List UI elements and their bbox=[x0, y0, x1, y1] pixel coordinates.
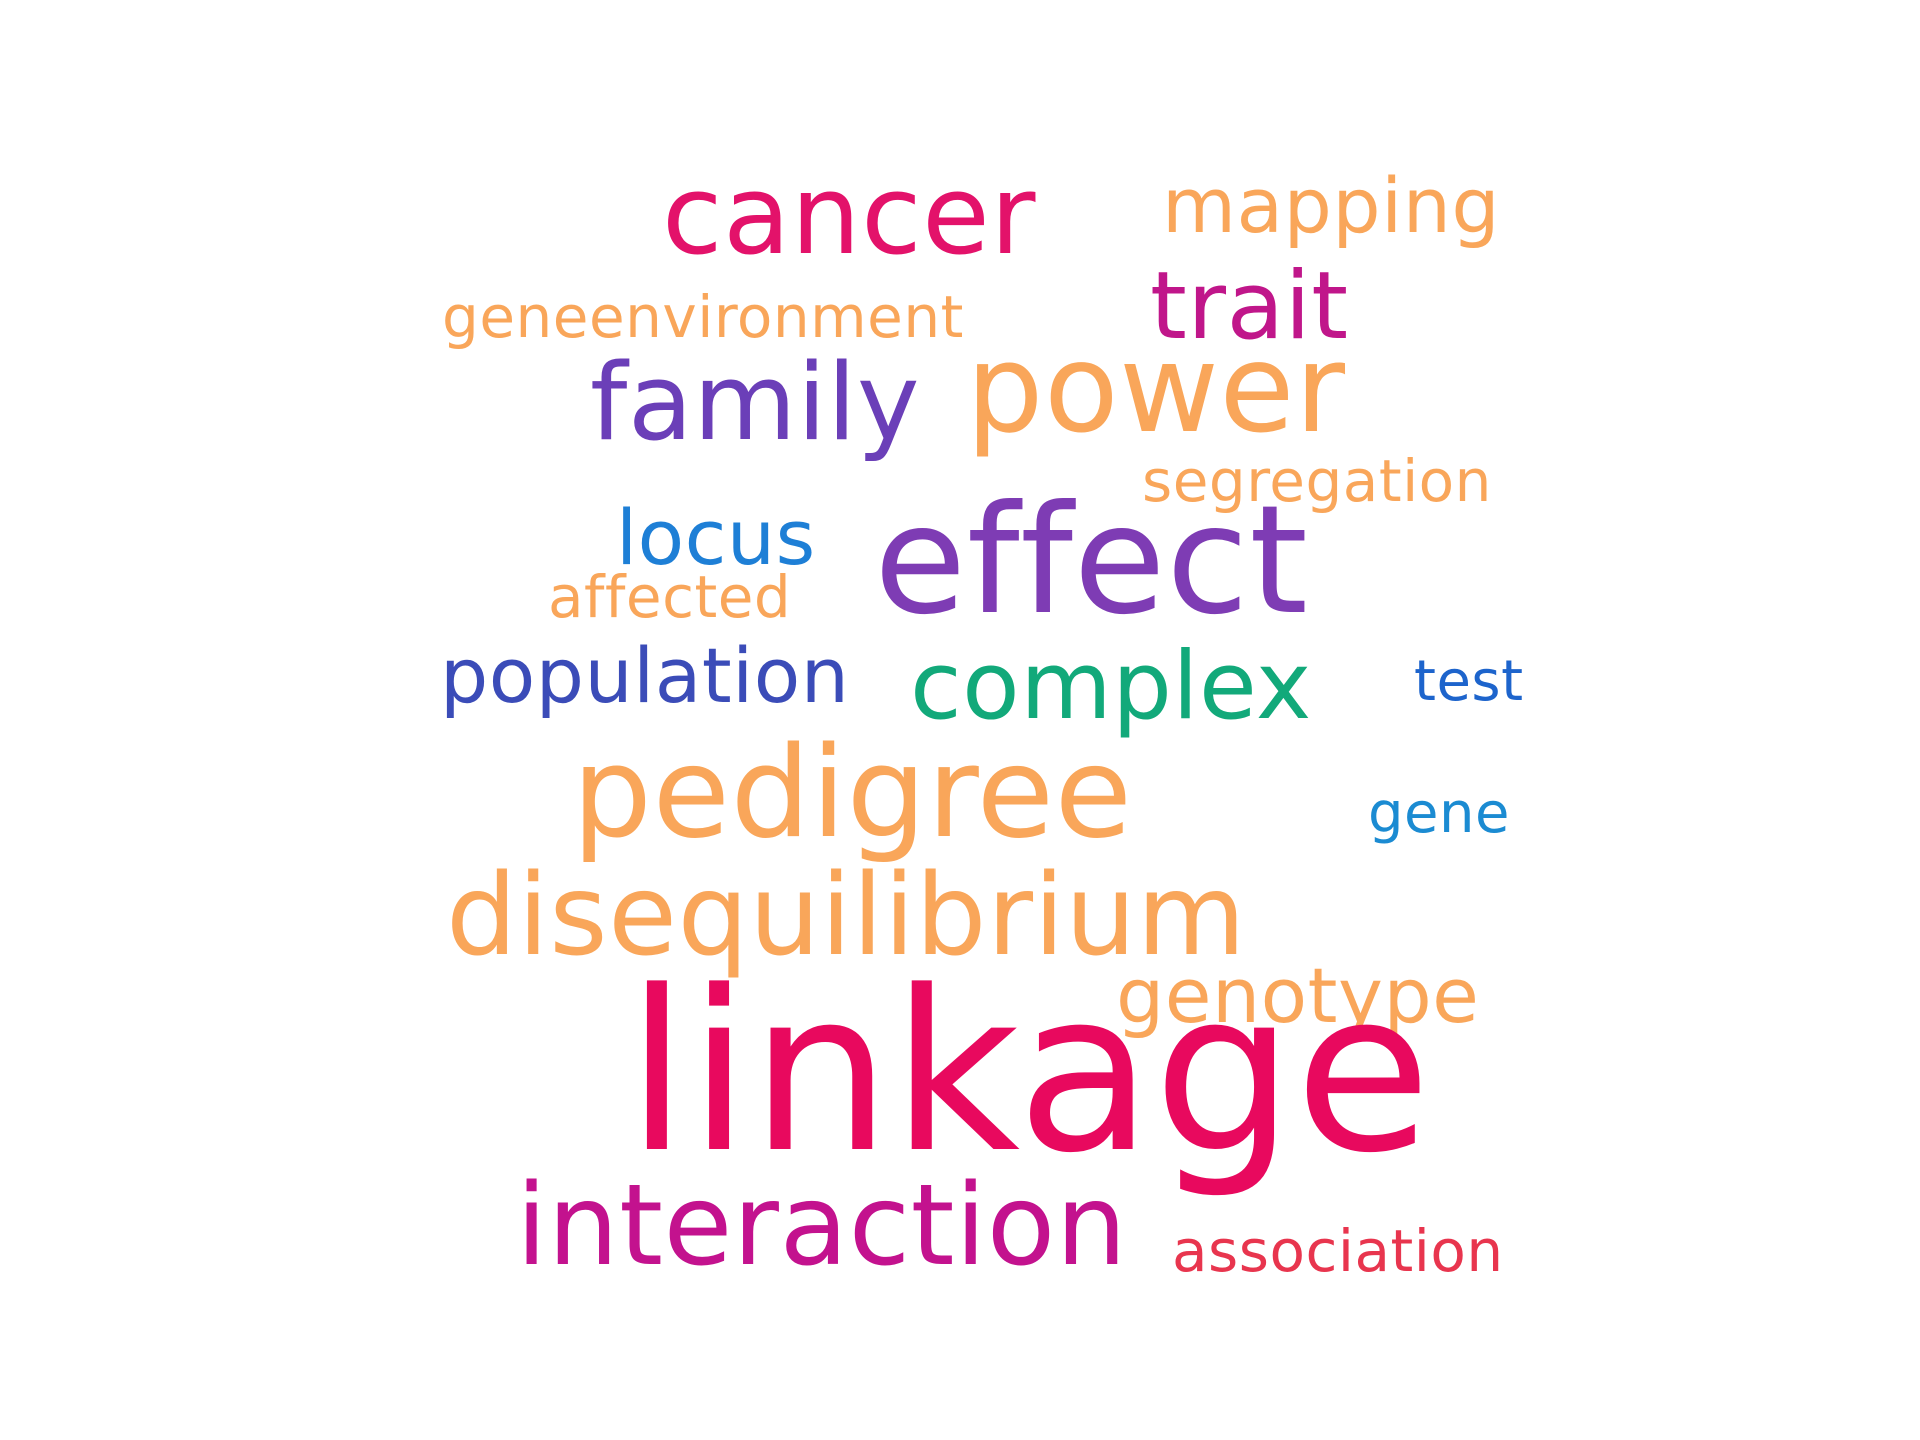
word-population: population bbox=[440, 631, 850, 720]
word-genotype: genotype bbox=[1116, 951, 1480, 1040]
word-gene: gene bbox=[1368, 781, 1510, 846]
word-association: association bbox=[1172, 1217, 1504, 1285]
word-effect: effect bbox=[874, 474, 1309, 648]
word-geneenvironment: geneenvironment bbox=[442, 283, 964, 351]
word-cancer: cancer bbox=[662, 151, 1036, 279]
word-trait: trait bbox=[1150, 252, 1349, 361]
word-locus: locus bbox=[616, 493, 816, 582]
word-interaction: interaction bbox=[516, 1161, 1128, 1291]
word-linkage: linkage bbox=[626, 944, 1432, 1202]
word-pedigree: pedigree bbox=[572, 719, 1133, 866]
word-family: family bbox=[590, 341, 921, 464]
word-complex: complex bbox=[910, 632, 1312, 741]
word-segregation: segregation bbox=[1142, 447, 1492, 515]
word-disequilibrium: disequilibrium bbox=[446, 851, 1247, 981]
word-mapping: mapping bbox=[1162, 161, 1501, 250]
word-power: power bbox=[966, 318, 1346, 460]
word-test: test bbox=[1414, 649, 1524, 714]
word-affected: affected bbox=[548, 563, 792, 631]
